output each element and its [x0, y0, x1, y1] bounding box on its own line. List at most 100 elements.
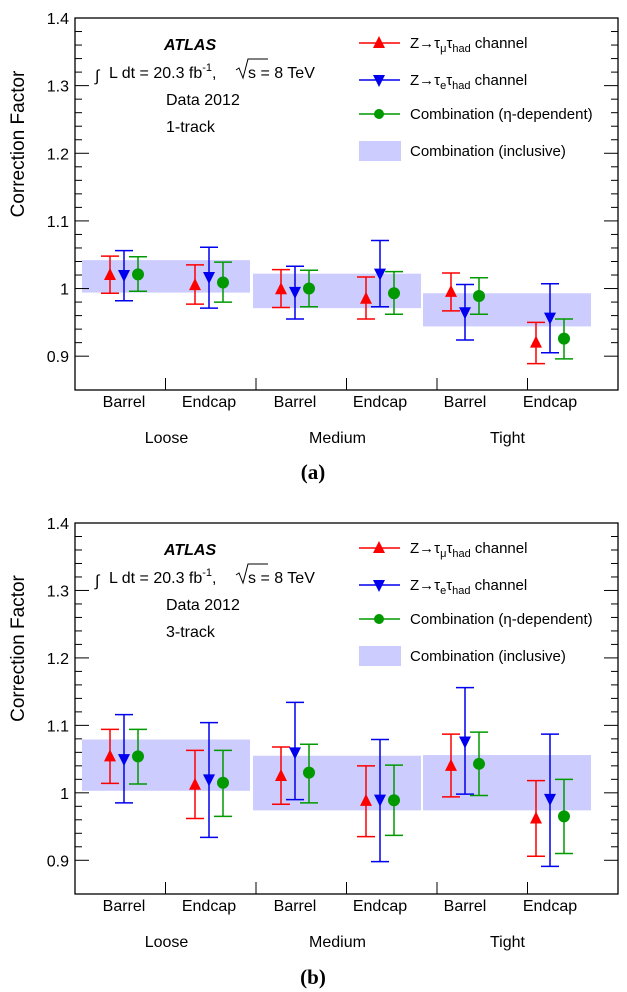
y-tick-label: 1.3	[47, 583, 69, 600]
sqrt-icon	[235, 58, 268, 80]
data-point-circle	[303, 282, 315, 295]
y-axis-label: Correction Factor	[8, 574, 29, 721]
x-bin-label: Barrel	[274, 394, 317, 411]
x-bin-label: Endcap	[523, 394, 577, 411]
data-point-circle	[473, 289, 485, 302]
track-annotation: 3-track	[166, 624, 216, 641]
x-bin-label: Barrel	[103, 394, 146, 411]
y-tick-label: 1.3	[47, 79, 69, 96]
data-point-triangle-up	[104, 268, 116, 281]
sqrt-icon	[235, 563, 268, 585]
data-point-triangle-down	[374, 268, 386, 281]
x-bin-label: Endcap	[523, 898, 577, 915]
y-tick-label: 1.4	[47, 516, 69, 533]
data-point-triangle-down	[289, 286, 301, 299]
energy-annotation: s = 8 TeV	[248, 570, 315, 587]
data-point-triangle-down	[203, 272, 215, 285]
data-point-circle	[132, 268, 144, 281]
data-point-triangle-down	[374, 794, 386, 807]
legend-label: Combination (η-dependent)	[410, 611, 593, 628]
legend-marker-triangle-up	[373, 541, 385, 553]
legend-label: Combination (η-dependent)	[410, 106, 593, 123]
energy-annotation: s = 8 TeV	[248, 65, 315, 82]
x-bin-label: Endcap	[182, 394, 236, 411]
legend-marker-circle	[374, 614, 384, 624]
data-point-triangle-down	[544, 793, 556, 806]
data-point-triangle-up	[530, 811, 542, 824]
panel-label: (a)	[301, 460, 326, 484]
x-group-label: Tight	[490, 430, 526, 447]
legend-marker-triangle-down	[373, 75, 385, 87]
data-point-triangle-down	[118, 270, 130, 283]
integral-sign: ∫	[94, 68, 101, 85]
y-tick-label: 1.1	[47, 214, 69, 231]
data-point-circle	[303, 766, 315, 779]
x-group-label: Medium	[309, 430, 366, 447]
x-bin-label: Endcap	[182, 898, 236, 915]
x-bin-label: Endcap	[353, 898, 407, 915]
legend-marker-circle	[374, 109, 384, 119]
x-group-label: Medium	[309, 934, 366, 951]
data-point-triangle-down	[459, 307, 471, 320]
legend-label: Z→τeτhad channel	[410, 72, 527, 92]
x-group-label: Loose	[145, 430, 189, 447]
lumi-annotation: L dt = 20.3 fb-1,	[109, 62, 217, 82]
y-tick-label: 1	[60, 282, 69, 299]
track-annotation: 1-track	[166, 119, 216, 136]
data-point-triangle-up	[445, 758, 457, 771]
lumi-annotation: L dt = 20.3 fb-1,	[109, 567, 217, 587]
y-tick-label: 1.2	[47, 651, 69, 668]
y-tick-label: 1	[60, 786, 69, 803]
data-point-triangle-up	[275, 282, 287, 295]
chart-panel-a: 0.9 1 1.1 1.2 1.3 1.4 Correction Factor Barrel E…	[8, 11, 619, 484]
inclusive-band-tight	[423, 755, 591, 811]
data-point-circle	[217, 776, 229, 789]
chart-panel-b: 0.9 1 1.1 1.2 1.3 1.4 Correction Factor Barrel E…	[8, 516, 619, 989]
legend-label: Combination (inclusive)	[410, 648, 566, 665]
data-annotation: Data 2012	[166, 92, 240, 109]
data-point-circle	[558, 810, 570, 823]
legend-band-swatch	[359, 141, 401, 161]
legend-label: Z→τeτhad channel	[410, 577, 527, 597]
y-axis-label: Correction Factor	[8, 70, 29, 217]
data-point-circle	[217, 276, 229, 289]
x-bin-label: Endcap	[353, 394, 407, 411]
x-group-label: Tight	[490, 934, 526, 951]
data-point-triangle-up	[189, 278, 201, 291]
legend-marker-triangle-down	[373, 580, 385, 592]
data-point-triangle-up	[360, 291, 372, 304]
data-point-triangle-up	[189, 777, 201, 790]
data-point-circle	[473, 757, 485, 770]
legend-label: Z→τμτhad channel	[410, 540, 527, 560]
data-point-triangle-down	[203, 774, 215, 787]
data-point-triangle-up	[530, 335, 542, 348]
y-tick-label: 1.4	[47, 11, 69, 28]
data-point-triangle-down	[118, 754, 130, 767]
atlas-label: ATLAS	[163, 37, 216, 54]
data-point-triangle-down	[289, 747, 301, 760]
panel-label: (b)	[300, 965, 326, 989]
legend-label: Z→τμτhad channel	[410, 35, 527, 55]
x-bin-label: Barrel	[444, 898, 487, 915]
y-tick-label: 1.1	[47, 718, 69, 735]
x-bin-label: Barrel	[103, 898, 146, 915]
data-point-triangle-down	[544, 312, 556, 325]
integral-sign: ∫	[94, 573, 101, 590]
x-group-label: Loose	[145, 934, 189, 951]
x-bin-label: Barrel	[444, 394, 487, 411]
y-tick-label: 1.2	[47, 146, 69, 163]
data-point-circle	[558, 332, 570, 345]
data-point-circle	[388, 287, 400, 300]
data-point-triangle-up	[360, 793, 372, 806]
inclusive-band-tight	[423, 293, 591, 327]
legend-band-swatch	[359, 646, 401, 666]
data-point-triangle-up	[445, 284, 457, 297]
x-bin-label: Barrel	[274, 898, 317, 915]
data-annotation: Data 2012	[166, 597, 240, 614]
data-point-circle	[132, 750, 144, 763]
data-point-triangle-up	[275, 768, 287, 781]
data-point-circle	[388, 794, 400, 807]
y-tick-label: 0.9	[47, 853, 69, 870]
data-point-triangle-down	[459, 736, 471, 749]
